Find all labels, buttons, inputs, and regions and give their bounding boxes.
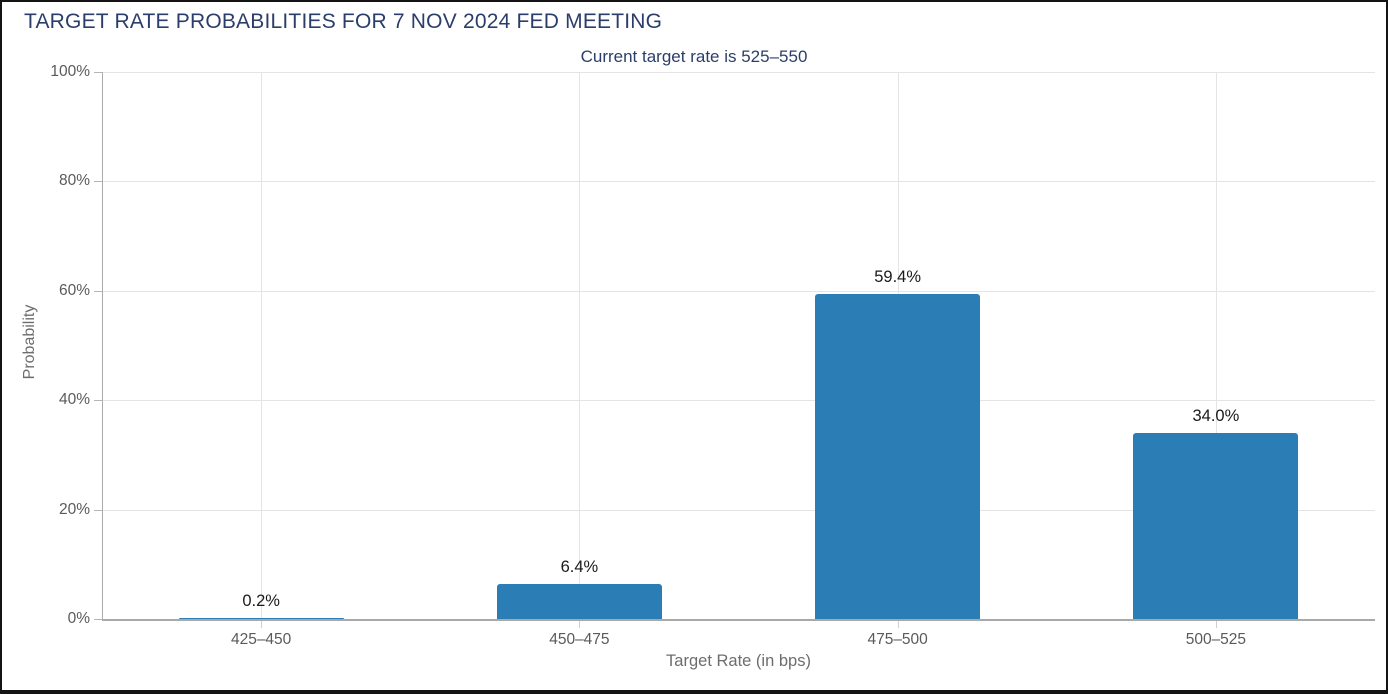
bar-value-label: 6.4% (560, 557, 599, 576)
gridline-horizontal (102, 509, 1375, 511)
x-axis-tick (1215, 621, 1217, 628)
y-tick-label: 60% (58, 281, 90, 299)
x-axis-tick (897, 621, 899, 628)
y-tick-label: 100% (50, 63, 90, 80)
y-tick-label: 0% (67, 610, 90, 627)
probability-bar[interactable] (1133, 433, 1299, 619)
gridline-horizontal (102, 400, 1375, 402)
y-axis-tick (94, 181, 102, 183)
bar-value-label: 0.2% (242, 591, 280, 610)
probability-bar[interactable] (178, 617, 344, 619)
probability-bar[interactable] (815, 294, 981, 619)
x-tick-label: 425–450 (230, 631, 292, 648)
x-axis-title: Target Rate (in bps) (666, 652, 811, 670)
gridline-vertical (261, 72, 263, 619)
y-tick-label: 80% (58, 172, 90, 190)
chart-subtitle: Current target rate is 525–550 (580, 47, 808, 66)
y-axis-line (102, 72, 103, 619)
y-axis-tick (94, 290, 102, 292)
gridline-horizontal (102, 181, 1375, 183)
x-axis-tick (579, 621, 581, 628)
y-tick-label: 40% (58, 391, 90, 409)
y-axis-tick (94, 400, 102, 402)
y-axis-tick (94, 72, 102, 73)
x-tick-label: 475–500 (867, 631, 928, 648)
bar-value-label: 34.0% (1192, 407, 1240, 426)
x-tick-label: 450–475 (549, 631, 610, 648)
y-axis-title: Probability (21, 304, 38, 380)
x-tick-label: 500–525 (1185, 631, 1247, 648)
x-axis-line (102, 619, 1375, 621)
y-axis-tick (94, 619, 102, 620)
x-axis-tick (261, 621, 263, 628)
gridline-horizontal (102, 72, 1375, 73)
gridline-vertical (1215, 72, 1217, 619)
y-axis-tick (94, 509, 102, 511)
probability-bar[interactable] (496, 583, 662, 619)
chart-title: TARGET RATE PROBABILITIES FOR 7 NOV 2024… (24, 10, 663, 33)
bar-value-label: 59.4% (874, 268, 922, 287)
gridline-horizontal (102, 290, 1375, 292)
gridline-vertical (579, 72, 581, 619)
y-tick-label: 20% (58, 500, 90, 518)
